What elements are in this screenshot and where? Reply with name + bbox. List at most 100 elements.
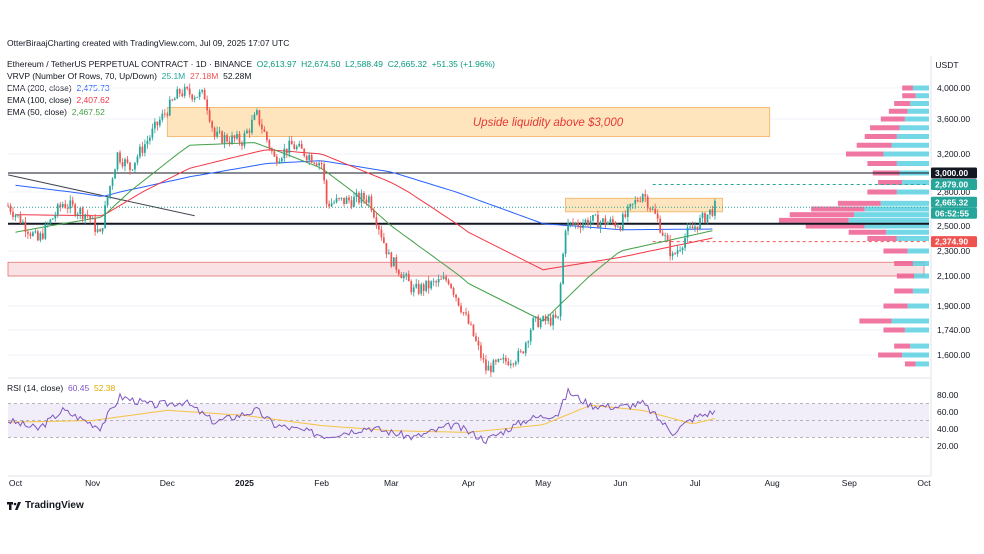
candle (303, 148, 306, 156)
candle (514, 361, 517, 365)
candle (587, 219, 589, 226)
price-label-bg-green (931, 178, 977, 190)
candle (104, 205, 106, 229)
vp-bar-down (845, 151, 884, 157)
candle (562, 253, 564, 284)
candle (320, 163, 323, 165)
time-tick-label: Dec (160, 478, 176, 488)
vp-bar-up (899, 125, 929, 131)
candle (173, 98, 176, 101)
candle (275, 156, 278, 164)
vp-bar-down (904, 361, 916, 367)
rsi-ma-value: 52.38 (93, 383, 116, 393)
candle (203, 89, 206, 100)
vp-bar-up (915, 361, 929, 367)
currency-label[interactable]: USDT (935, 60, 958, 70)
vp-bar-up (915, 93, 929, 99)
candle (492, 360, 495, 373)
candle (499, 358, 502, 360)
candle (181, 93, 184, 96)
candle (634, 200, 637, 204)
candle (592, 215, 594, 221)
candle (422, 284, 425, 291)
candle (355, 192, 358, 197)
candle (397, 269, 400, 275)
candle (385, 243, 388, 255)
candle (410, 281, 413, 293)
candle (285, 148, 288, 154)
candle (84, 214, 87, 219)
candle (158, 119, 161, 126)
time-tick-label: Oct (9, 478, 23, 488)
price-label-bg-timer (931, 207, 977, 219)
price-tick-label: 1,740.00 (937, 325, 970, 335)
symbol-name[interactable]: Ethereum / TetherUS PERPETUAL CONTRACT ·… (7, 59, 252, 69)
candle (119, 152, 121, 163)
candle (273, 151, 276, 157)
candle (442, 276, 445, 279)
time-tick-label: Jun (613, 478, 627, 488)
time-tick-label: Mar (384, 478, 399, 488)
candle (263, 129, 266, 132)
candle (579, 225, 582, 228)
candle (46, 223, 49, 225)
candle (233, 135, 236, 139)
levels (7, 172, 929, 243)
candle (186, 87, 189, 89)
candle (201, 89, 204, 92)
candle (36, 231, 39, 241)
legend-ema50-row[interactable]: EMA (50, close) 2,467.52 (7, 107, 105, 118)
candle (288, 140, 291, 154)
brand-name: TradingView (25, 500, 84, 511)
candle (509, 363, 512, 366)
legend-ema100-row[interactable]: EMA (100, close) 2,407.62 (7, 95, 110, 106)
candle (126, 159, 129, 163)
candle (153, 121, 156, 129)
candle (61, 204, 64, 208)
candle (711, 209, 714, 216)
candle (360, 192, 363, 203)
legend-vrvp-row[interactable]: VRVP (Number Of Rows, 70, Up/Down) 25.1M… (7, 71, 251, 82)
legend-symbol-row: Ethereum / TetherUS PERPETUAL CONTRACT ·… (7, 59, 495, 70)
vp-bar-up (848, 217, 929, 223)
ema50-line (15, 142, 713, 322)
candle (482, 357, 485, 360)
rsi-line (7, 387, 716, 445)
ohlc-high: H2,674.50 (301, 59, 341, 69)
candle (54, 215, 57, 219)
legend-rsi-row[interactable]: RSI (14, close) 60.45 52.38 (7, 383, 115, 394)
candle (365, 199, 368, 203)
candle (549, 317, 552, 326)
candle (624, 214, 627, 218)
candle (49, 219, 52, 224)
candle (412, 287, 415, 293)
candle (495, 360, 497, 362)
price-tick-label: 2,300.00 (937, 246, 970, 256)
vp-bar-down (888, 108, 908, 114)
vp-bar-down (779, 217, 849, 223)
trendline (7, 174, 195, 217)
candle (656, 213, 659, 219)
candle (141, 146, 144, 153)
candle (236, 133, 238, 139)
candle (552, 314, 555, 326)
vp-bar-up (912, 85, 929, 91)
volume-profile (779, 85, 929, 367)
candle (101, 228, 104, 232)
vp-bar-up (907, 303, 929, 309)
price-label-last: 2,665.32 (935, 197, 968, 207)
candle (228, 141, 231, 144)
vp-bar-down (902, 85, 913, 91)
vp-bar-down (867, 236, 897, 241)
candle (574, 222, 577, 225)
vp-bar-up (891, 318, 929, 324)
candle (144, 144, 146, 153)
candle (529, 329, 532, 342)
candle (39, 233, 42, 241)
price-tick-label: 2,800.00 (937, 187, 970, 197)
vp-bar-up (912, 261, 929, 266)
candle (56, 204, 59, 216)
candle (639, 201, 642, 202)
rsi-ma-line (7, 404, 716, 433)
